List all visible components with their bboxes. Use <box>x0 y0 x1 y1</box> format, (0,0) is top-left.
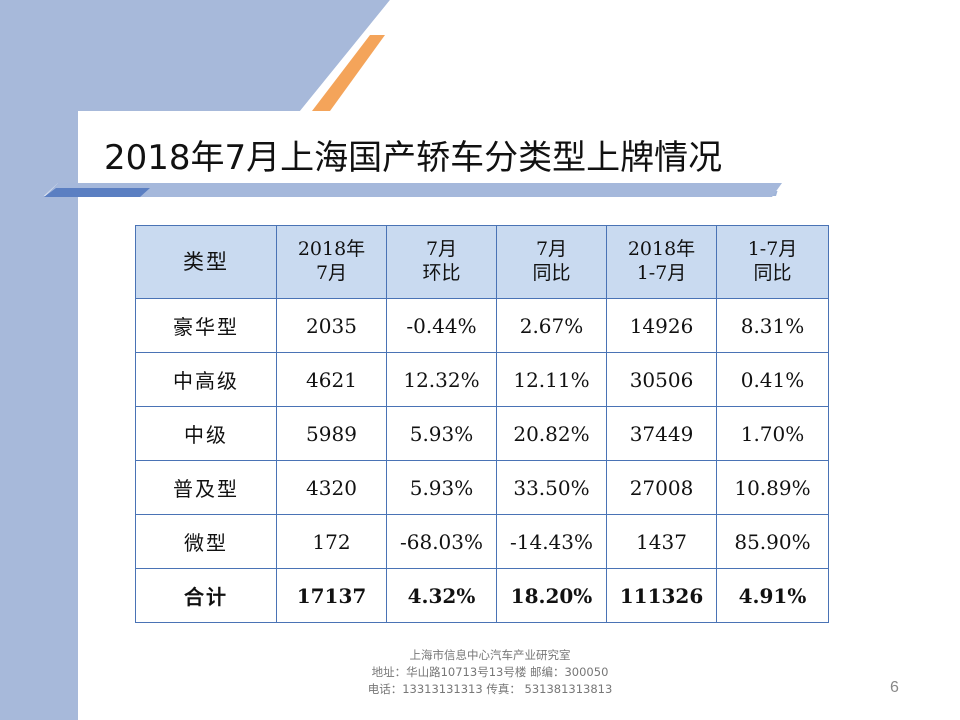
footer-org: 上海市信息中心汽车产业研究室 <box>409 648 571 662</box>
table-cell: 8.31% <box>716 298 829 353</box>
table-cell: 1437 <box>606 514 717 569</box>
table-cell: 5.93% <box>386 406 497 461</box>
table-total-row: 合计 17137 4.32% 18.20% 111326 4.91% <box>135 568 829 623</box>
table-row: 普及型 4320 5.93% 33.50% 27008 10.89% <box>135 460 829 515</box>
table-cell: 2035 <box>276 298 387 353</box>
table-cell: 2.67% <box>496 298 607 353</box>
table-cell: 33.50% <box>496 460 607 515</box>
footer-phone: 电话：13313131313 传真： 531381313813 <box>367 682 613 696</box>
table-cell: 4621 <box>276 352 387 407</box>
table-cell: 0.41% <box>716 352 829 407</box>
table-row: 中高级 4621 12.32% 12.11% 30506 0.41% <box>135 352 829 407</box>
table-cell: 20.82% <box>496 406 607 461</box>
header-cell: 2018年 7月 <box>276 225 387 299</box>
page-title: 2018年7月上海国产轿车分类型上牌情况 <box>104 138 723 178</box>
header-cell: 7月 环比 <box>386 225 497 299</box>
table-cell: -0.44% <box>386 298 497 353</box>
table-row: 中级 5989 5.93% 20.82% 37449 1.70% <box>135 406 829 461</box>
table-cell: -14.43% <box>496 514 607 569</box>
footer-address: 地址：华山路10713号13号楼 邮编：300050 <box>371 665 609 679</box>
table-cell: 12.32% <box>386 352 497 407</box>
total-label-cell: 合计 <box>135 568 277 623</box>
type-cell: 微型 <box>135 514 277 569</box>
table-cell: 111326 <box>606 568 717 623</box>
sales-table: 类型 2018年 7月 7月 环比 7月 同比 2018年 1-7月 1-7月 同比 豪华… <box>135 225 829 623</box>
table-header-row: 类型 2018年 7月 7月 环比 7月 同比 2018年 1-7月 1-7月 同比 <box>135 225 829 299</box>
table-cell: 30506 <box>606 352 717 407</box>
table-cell: 4320 <box>276 460 387 515</box>
table-cell: 17137 <box>276 568 387 623</box>
table-cell: 14926 <box>606 298 717 353</box>
page-number: 6 <box>890 679 899 696</box>
header-cell: 类型 <box>135 225 277 299</box>
table-cell: 4.91% <box>716 568 829 623</box>
type-cell: 豪华型 <box>135 298 277 353</box>
type-cell: 中级 <box>135 406 277 461</box>
table-cell: 18.20% <box>496 568 607 623</box>
table-cell: 10.89% <box>716 460 829 515</box>
table-cell: -68.03% <box>386 514 497 569</box>
table-cell: 5.93% <box>386 460 497 515</box>
footer-contact: 上海市信息中心汽车产业研究室 地址：华山路10713号13号楼 邮编：30005… <box>300 647 680 698</box>
table-cell: 4.32% <box>386 568 497 623</box>
header-cell: 1-7月 同比 <box>716 225 829 299</box>
table-cell: 12.11% <box>496 352 607 407</box>
table-cell: 37449 <box>606 406 717 461</box>
table-row: 微型 172 -68.03% -14.43% 1437 85.90% <box>135 514 829 569</box>
table-cell: 85.90% <box>716 514 829 569</box>
header-cell: 7月 同比 <box>496 225 607 299</box>
table-row: 豪华型 2035 -0.44% 2.67% 14926 8.31% <box>135 298 829 353</box>
header-cell: 2018年 1-7月 <box>606 225 717 299</box>
table-cell: 5989 <box>276 406 387 461</box>
table-cell: 27008 <box>606 460 717 515</box>
type-cell: 中高级 <box>135 352 277 407</box>
left-decor-band <box>0 0 78 720</box>
title-card <box>78 111 960 191</box>
table-cell: 1.70% <box>716 406 829 461</box>
table-cell: 172 <box>276 514 387 569</box>
type-cell: 普及型 <box>135 460 277 515</box>
